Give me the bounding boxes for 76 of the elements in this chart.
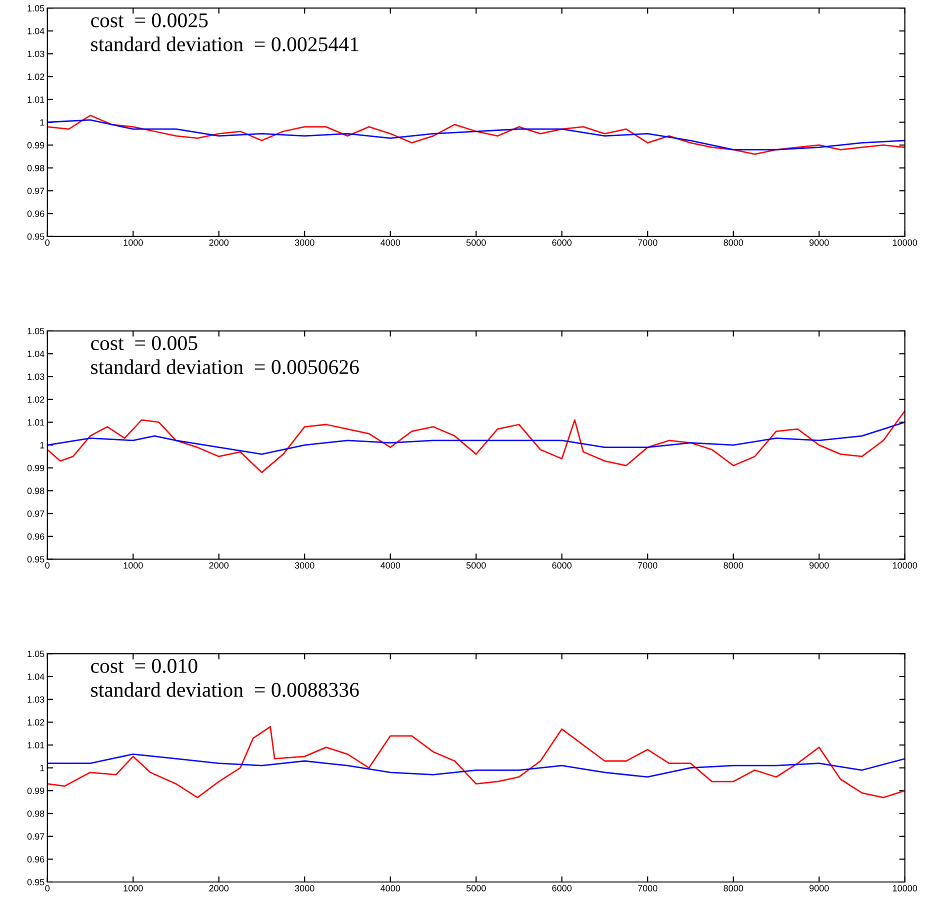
x-tick-label: 6000 xyxy=(552,239,572,246)
x-tick-label: 9000 xyxy=(809,239,829,246)
y-tick-label: 1.02 xyxy=(28,396,44,403)
line-series xyxy=(47,410,905,474)
y-tick-label: 0.97 xyxy=(27,510,44,517)
x-tick-label: 10000 xyxy=(892,239,918,246)
annotation: cost = 0.010 xyxy=(91,658,198,674)
y-tick-label: 0.98 xyxy=(27,164,44,172)
y-tick-label: 0.95 xyxy=(27,556,44,563)
x-tick-label: 2000 xyxy=(209,562,229,569)
y-tick-label: 0.98 xyxy=(27,810,44,817)
y-tick-label: 1.04 xyxy=(28,28,44,34)
y-tick-label: 1.05 xyxy=(28,5,44,12)
y-tick-label: 1.01 xyxy=(28,742,44,748)
x-tick-label: 4000 xyxy=(380,239,400,246)
x-tick-label: 1000 xyxy=(124,239,143,246)
x-tick-label: 3000 xyxy=(294,562,314,569)
x-tick-label: 7000 xyxy=(638,562,658,569)
x-tick-label: 2000 xyxy=(209,239,229,246)
x-tick-label: 4000 xyxy=(380,562,400,569)
x-tick-label: 9000 xyxy=(809,885,829,892)
y-tick-label: 1.02 xyxy=(28,74,44,80)
x-tick-label: 6000 xyxy=(552,562,572,569)
x-tick-label: 7000 xyxy=(638,239,658,246)
y-tick-label: 0.95 xyxy=(27,878,44,886)
y-tick-label: 0.96 xyxy=(27,856,44,863)
y-tick-label: 0.97 xyxy=(27,833,44,840)
line-series xyxy=(47,422,905,455)
y-tick-label: 1 xyxy=(40,119,44,126)
x-tick-label: 5000 xyxy=(466,885,486,892)
x-tick-label: 9000 xyxy=(809,562,829,569)
y-tick-label: 0.99 xyxy=(27,788,44,794)
x-tick-label: 2000 xyxy=(209,885,229,892)
annotation: cost = 0.005 xyxy=(91,336,198,350)
x-tick-label: 7000 xyxy=(638,885,658,892)
y-tick-label: 0.98 xyxy=(27,488,44,494)
x-tick-label: 5000 xyxy=(466,562,486,569)
y-tick-label: 0.97 xyxy=(27,188,44,194)
y-tick-label: 1.04 xyxy=(28,350,44,358)
annotation: standard deviation = 0.0088336 xyxy=(91,682,359,697)
y-tick-label: 1.01 xyxy=(28,419,44,426)
x-tick-label: 0 xyxy=(45,885,50,892)
y-tick-label: 1 xyxy=(40,442,44,448)
x-tick-label: 8000 xyxy=(724,562,744,569)
x-tick-label: 0 xyxy=(45,239,50,246)
x-tick-label: 10000 xyxy=(892,562,918,569)
x-tick-label: 8000 xyxy=(724,239,744,246)
annotation: standard deviation = 0.0025441 xyxy=(91,36,358,52)
y-tick-label: 1.03 xyxy=(28,50,44,58)
x-tick-label: 10000 xyxy=(892,885,918,892)
y-tick-label: 0.96 xyxy=(27,533,44,540)
y-tick-label: 0.99 xyxy=(27,142,44,148)
annotation: cost = 0.0025 xyxy=(91,13,208,28)
y-tick-label: 1.03 xyxy=(28,374,44,380)
y-tick-label: 0.99 xyxy=(27,464,44,472)
x-tick-label: 1000 xyxy=(124,885,143,892)
y-tick-label: 1.02 xyxy=(28,719,44,726)
x-tick-label: 4000 xyxy=(380,885,400,892)
x-tick-label: 1000 xyxy=(124,562,143,569)
y-tick-label: 0.96 xyxy=(27,210,44,217)
x-tick-label: 8000 xyxy=(724,885,744,892)
y-tick-label: 0.95 xyxy=(27,233,44,240)
annotation: standard deviation = 0.0050626 xyxy=(91,359,359,374)
y-tick-label: 1.01 xyxy=(28,96,44,103)
x-tick-label: 3000 xyxy=(294,885,314,892)
line-series xyxy=(47,753,905,778)
y-tick-label: 1 xyxy=(40,764,44,772)
x-tick-label: 0 xyxy=(45,562,50,569)
line-series xyxy=(47,726,905,798)
y-tick-label: 1.04 xyxy=(28,673,44,680)
y-tick-label: 1.03 xyxy=(28,696,44,703)
x-tick-label: 5000 xyxy=(466,239,486,246)
y-tick-label: 1.05 xyxy=(28,650,44,658)
x-tick-label: 3000 xyxy=(294,239,314,246)
x-tick-label: 6000 xyxy=(552,885,572,892)
y-tick-label: 1.05 xyxy=(28,328,44,334)
